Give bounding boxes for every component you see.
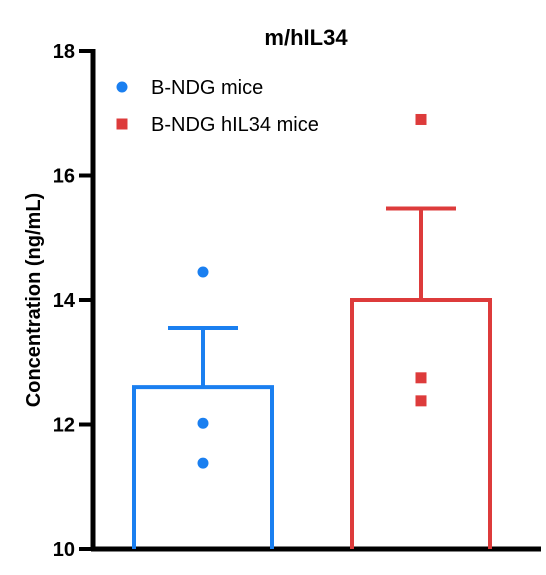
y-tick-label: 14	[53, 290, 76, 312]
data-point	[415, 372, 427, 384]
legend-label: B-NDG hIL34 mice	[151, 114, 319, 136]
data-point	[197, 457, 209, 469]
bar	[350, 298, 492, 549]
legend-marker	[116, 118, 128, 130]
data-point	[415, 395, 427, 407]
legend-label: B-NDG mice	[151, 77, 263, 99]
plot-area: 10 12 14 16 18 B-NDG mice B-NDG hIL34 mice	[53, 41, 541, 561]
y-tick-label: 10	[53, 539, 75, 561]
y-tick-label: 18	[53, 41, 75, 63]
y-axis-label: Concentration (ng/mL)	[23, 193, 45, 407]
y-tick-label: 12	[53, 415, 75, 437]
data-point	[197, 417, 209, 429]
y-tick-label: 16	[53, 166, 75, 188]
data-point	[415, 113, 427, 125]
data-point	[197, 266, 209, 278]
legend-marker	[116, 81, 128, 93]
chart-title: m/hIL34	[264, 25, 348, 50]
